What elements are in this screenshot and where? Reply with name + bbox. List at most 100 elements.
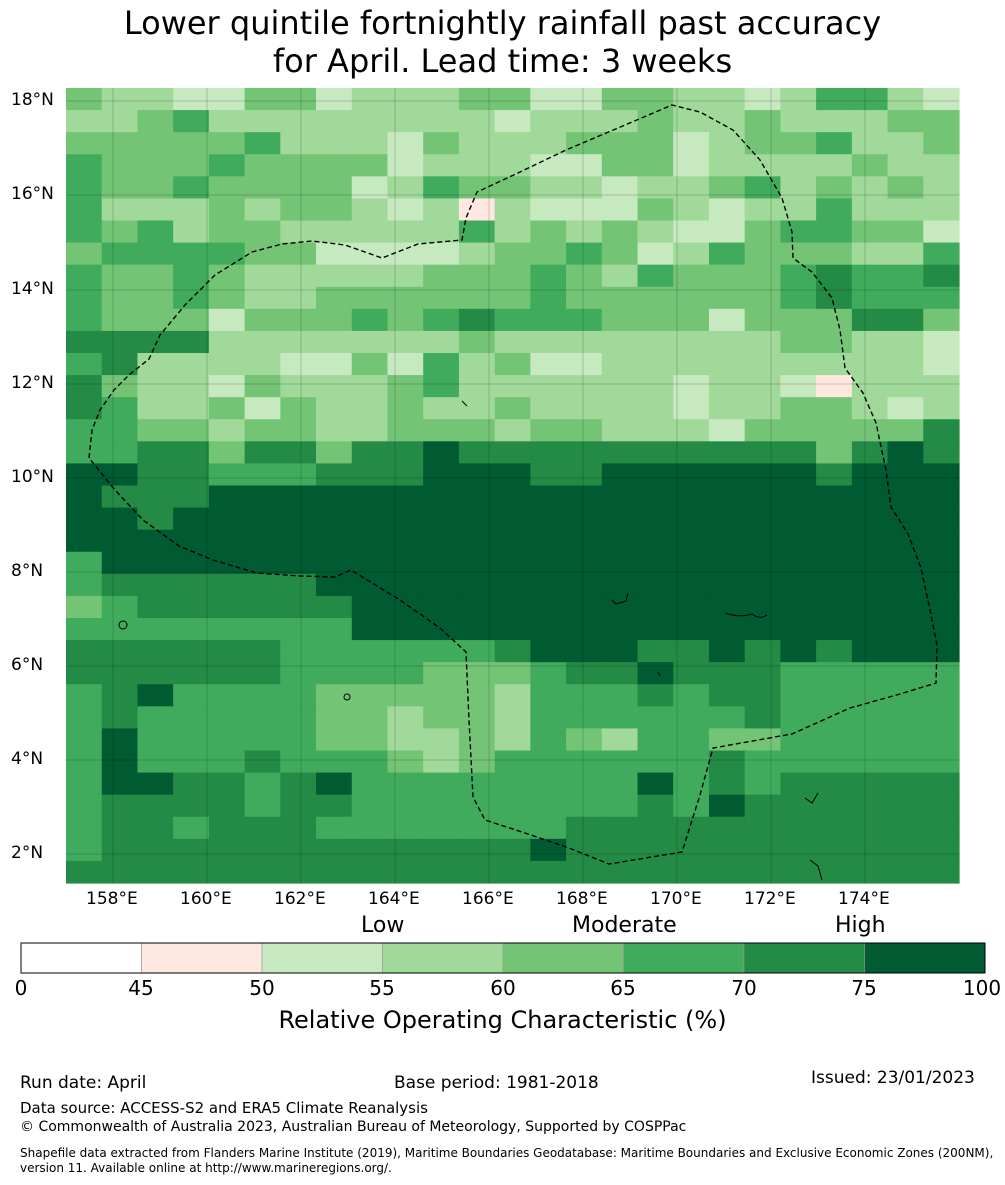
grid-cell	[744, 662, 781, 685]
grid-cell	[244, 640, 281, 663]
grid-cell	[173, 88, 210, 111]
grid-cell	[923, 816, 960, 840]
grid-cell	[280, 750, 317, 774]
grid-cell	[101, 176, 139, 200]
grid-cell	[923, 507, 960, 531]
grid-cell	[387, 860, 424, 884]
grid-cell	[601, 441, 639, 465]
grid-cell	[387, 198, 424, 222]
grid-cell	[816, 176, 853, 200]
colorbar-label: Relative Operating Characteristic (%)	[278, 1006, 727, 1034]
grid-cell	[673, 88, 710, 111]
grid-cell	[137, 88, 174, 111]
grid-cell	[744, 507, 781, 531]
grid-cell	[208, 375, 246, 398]
grid-cell	[173, 860, 210, 884]
grid-cell	[601, 573, 639, 597]
grid-cell	[780, 110, 817, 133]
grid-cell	[887, 706, 924, 730]
grid-cell	[780, 816, 817, 840]
grid-cell	[137, 728, 174, 752]
grid-cell	[851, 816, 889, 840]
grid-cell	[530, 662, 567, 685]
grid-cell	[387, 750, 424, 774]
grid-cell	[816, 838, 853, 862]
grid-cell	[566, 308, 603, 332]
grid-cell	[816, 772, 853, 796]
grid-cell	[458, 595, 496, 619]
grid-cell	[316, 860, 353, 884]
grid-cell	[66, 176, 103, 200]
grid-cell	[101, 110, 139, 133]
colorbar-segment	[502, 942, 624, 974]
grid-cell	[423, 242, 460, 266]
grid-cell	[101, 750, 139, 774]
grid-cell	[923, 397, 960, 420]
grid-cell	[423, 308, 460, 332]
grid-cell	[101, 419, 139, 442]
grid-cell	[601, 838, 639, 862]
grid-cell	[887, 154, 924, 177]
grid-cell	[887, 595, 924, 619]
grid-cell	[637, 353, 674, 376]
grid-cell	[673, 419, 710, 442]
roc-grid	[66, 88, 960, 884]
grid-cell	[280, 551, 317, 575]
grid-cell	[601, 618, 639, 641]
grid-cell	[316, 838, 353, 862]
grid-cell	[780, 772, 817, 796]
grid-cell	[316, 286, 353, 310]
grid-cell	[708, 794, 746, 818]
grid-cell	[780, 330, 817, 354]
grid-cell	[637, 529, 674, 553]
grid-cell	[351, 573, 389, 597]
grid-cell	[208, 816, 246, 840]
grid-cell	[494, 132, 531, 155]
grid-cell	[601, 353, 639, 376]
grid-cell	[101, 242, 139, 266]
grid-cell	[66, 860, 103, 884]
issued-date: Issued: 23/01/2023	[811, 1068, 975, 1088]
grid-cell	[316, 308, 353, 332]
grid-cell	[351, 353, 389, 376]
grid-cell	[387, 640, 424, 663]
grid-cell	[816, 330, 853, 354]
grid-cell	[851, 529, 889, 553]
grid-cell	[280, 772, 317, 796]
grid-cell	[923, 154, 960, 177]
grid-cell	[316, 441, 353, 465]
grid-cell	[637, 308, 674, 332]
grid-cell	[316, 132, 353, 155]
grid-cell	[387, 286, 424, 310]
grid-cell	[601, 419, 639, 442]
grid-cell	[351, 551, 389, 575]
grid-cell	[173, 529, 210, 553]
grid-cell	[923, 706, 960, 730]
grid-cell	[66, 353, 103, 376]
grid-cell	[387, 441, 424, 465]
grid-cell	[816, 706, 853, 730]
grid-cell	[780, 176, 817, 200]
grid-cell	[744, 838, 781, 862]
grid-cell	[137, 640, 174, 663]
grid-cell	[387, 662, 424, 685]
grid-cell	[601, 860, 639, 884]
grid-cell	[244, 485, 281, 509]
grid-cell	[137, 308, 174, 332]
grid-cell	[173, 397, 210, 420]
grid-cell	[637, 573, 674, 597]
grid-cell	[816, 529, 853, 553]
grid-cell	[244, 706, 281, 730]
grid-cell	[173, 662, 210, 685]
grid-cell	[637, 551, 674, 575]
grid-cell	[887, 860, 924, 884]
grid-cell	[316, 728, 353, 752]
lon-label: 160°E	[180, 889, 232, 909]
grid-cell	[351, 816, 389, 840]
grid-cell	[637, 662, 674, 685]
grid-cell	[280, 684, 317, 707]
grid-cell	[101, 397, 139, 420]
grid-cell	[208, 198, 246, 222]
grid-cell	[744, 353, 781, 376]
grid-cell	[744, 308, 781, 332]
